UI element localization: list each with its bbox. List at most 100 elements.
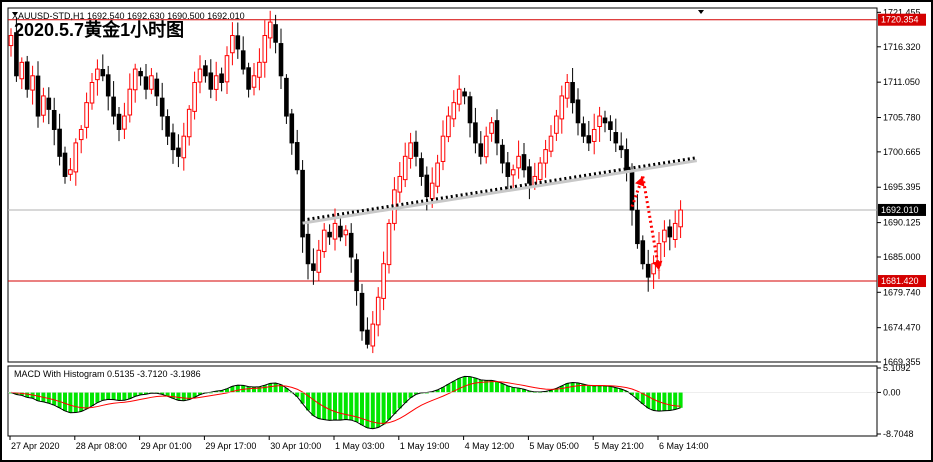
candle-body (370, 323, 376, 347)
macd-tick-label: 0.00 (883, 387, 901, 397)
candle-body (348, 232, 354, 258)
candle-body (624, 149, 629, 171)
macd-histogram-bar (597, 385, 602, 393)
candle-body (662, 229, 667, 243)
candle-body (494, 120, 500, 144)
macd-histogram-bar (586, 385, 591, 393)
candle-body (354, 259, 359, 292)
candle-body (186, 108, 192, 138)
macd-histogram-bar (527, 390, 532, 393)
macd-histogram-bar (500, 383, 505, 393)
y-tick-label: 1711.050 (883, 77, 920, 87)
candle-body (397, 175, 403, 193)
candle-body (321, 229, 327, 253)
macd-histogram-bar (84, 392, 89, 410)
candle-body (613, 132, 619, 144)
candle-body (343, 229, 349, 236)
candle-body (419, 158, 424, 177)
macd-histogram-bar (257, 386, 262, 393)
candle-body (68, 169, 73, 175)
y-tick-label: 1669.355 (883, 357, 921, 367)
y-tick-label: 1695.395 (883, 182, 921, 192)
x-tick-label: 30 Apr 10:00 (270, 441, 321, 451)
candle-body (46, 97, 52, 110)
macd-histogram-bar (187, 392, 192, 400)
candle-body (105, 74, 111, 97)
macd-histogram-bar (414, 392, 418, 395)
macd-histogram-bar (349, 392, 354, 421)
macd-histogram-bar (90, 392, 94, 406)
candle-body (267, 21, 273, 39)
signal-line (10, 381, 681, 424)
x-tick-label: 29 Apr 17:00 (205, 441, 256, 451)
candle-body (489, 122, 494, 134)
macd-histogram-bar (619, 388, 624, 393)
macd-histogram-bar (111, 392, 116, 400)
macd-histogram-bar (630, 392, 634, 395)
candle-body (311, 263, 316, 271)
x-tick-label: 1 May 19:00 (400, 441, 450, 451)
candle-body (235, 35, 241, 50)
macd-histogram-bar (95, 392, 100, 403)
y-tick-label: 1716.320 (883, 42, 921, 52)
candle-body (435, 162, 440, 187)
candle-body (181, 135, 187, 159)
macd-histogram-bar (624, 391, 629, 393)
candle-body (149, 75, 154, 90)
candle-body (278, 43, 284, 77)
candle-body (197, 68, 203, 83)
candle-body (629, 169, 635, 211)
macd-histogram-bar (246, 386, 251, 393)
candle-body (408, 142, 413, 159)
x-tick-label: 4 May 12:00 (465, 441, 515, 451)
y-tick-label: 1679.740 (883, 287, 921, 297)
candle-body (73, 142, 79, 173)
candle-body (570, 82, 575, 104)
macd-histogram-bar (603, 385, 607, 393)
macd-histogram-bar (57, 392, 62, 408)
candle-body (473, 122, 478, 144)
macd-histogram-bar (68, 392, 73, 413)
level-tag-label: 1681.420 (881, 276, 919, 286)
macd-histogram-bar (311, 392, 316, 416)
candle-body (402, 155, 408, 181)
macd-histogram-bar (365, 392, 370, 428)
candle-body (257, 61, 262, 78)
candle-body (597, 115, 602, 127)
macd-histogram-bar (306, 392, 310, 411)
macd-histogram-bar (252, 387, 256, 393)
candle-body (100, 69, 106, 77)
candle-body (30, 75, 35, 91)
y-tick-label: 1685.000 (883, 252, 921, 262)
candle-body (608, 121, 613, 130)
macd-histogram-bar (473, 377, 478, 393)
level-tag-label: 1720.354 (881, 15, 919, 25)
candle-body (284, 77, 289, 117)
candle-body (581, 123, 586, 137)
candle-body (386, 222, 392, 266)
candle-body (246, 67, 251, 90)
dropdown-icon (12, 12, 18, 16)
projection-arrow (641, 176, 661, 271)
macd-histogram-bar (678, 392, 683, 408)
candle-body (170, 132, 176, 151)
x-tick-label: 5 May 21:00 (594, 441, 644, 451)
candle-body (467, 96, 473, 124)
macd-histogram-bar (608, 386, 613, 393)
candle-body (111, 96, 116, 117)
macd-histogram-bar (214, 391, 219, 393)
y-tick-label: 1700.665 (883, 147, 921, 157)
candle-body (332, 222, 338, 240)
macd-histogram-bar (484, 380, 489, 393)
overlay-title: 2020.5.7黄金1小时图 (14, 20, 185, 40)
macd-histogram-bar (451, 381, 456, 393)
candle-body (440, 135, 446, 162)
macd-histogram-bar (516, 388, 521, 393)
macd-histogram-bar (327, 392, 332, 421)
candle-body (451, 102, 457, 120)
macd-histogram-bar (122, 392, 127, 401)
price-panel (7, 7, 878, 363)
candle-body (678, 209, 683, 228)
